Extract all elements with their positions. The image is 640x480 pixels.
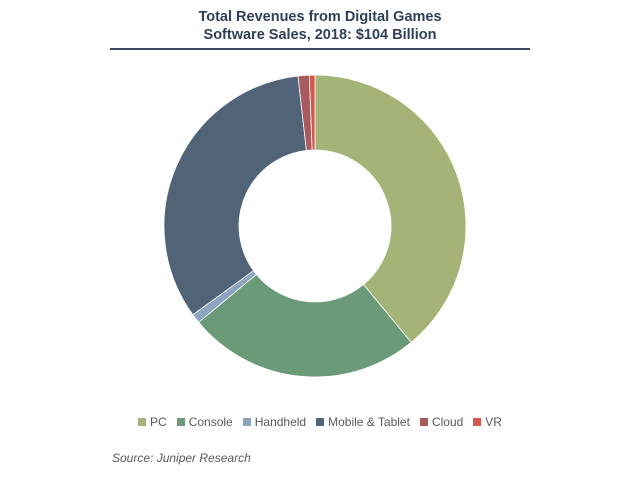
legend-swatch-mobile-tablet — [316, 418, 325, 426]
slice-mobile-tablet — [163, 75, 307, 316]
slice-pc — [314, 74, 467, 343]
legend-item-cloud: Cloud — [419, 415, 464, 429]
legend-item-vr: VR — [473, 415, 502, 429]
chart-title: Total Revenues from Digital Games Softwa… — [0, 8, 640, 44]
legend-label-mobile-tablet: Mobile & Tablet — [328, 415, 410, 429]
legend-swatch-handheld — [242, 418, 251, 426]
donut-chart — [163, 74, 467, 378]
chart-legend: PC Console Handheld Mobile & Tablet Cloud VR — [0, 415, 640, 429]
legend-item-handheld: Handheld — [242, 415, 307, 429]
legend-label-handheld: Handheld — [254, 415, 307, 429]
legend-item-mobile-tablet: Mobile & Tablet — [316, 415, 410, 429]
legend-swatch-console — [176, 418, 185, 426]
slice-vr — [308, 74, 316, 151]
legend-swatch-cloud — [419, 418, 428, 426]
legend-label-vr: VR — [485, 415, 502, 429]
legend-swatch-vr — [473, 418, 482, 426]
legend-label-pc: PC — [150, 415, 167, 429]
legend-item-console: Console — [176, 415, 233, 429]
chart-title-line-2: Software Sales, 2018: $104 Billion — [203, 27, 437, 43]
source-note: Source: Juniper Research — [112, 451, 251, 465]
legend-swatch-pc — [138, 418, 147, 426]
title-divider — [110, 48, 530, 50]
legend-label-console: Console — [188, 415, 233, 429]
chart-title-line-1: Total Revenues from Digital Games — [198, 9, 442, 25]
legend-item-pc: PC — [138, 415, 167, 429]
slice-console — [198, 273, 412, 378]
legend-label-cloud: Cloud — [431, 415, 464, 429]
